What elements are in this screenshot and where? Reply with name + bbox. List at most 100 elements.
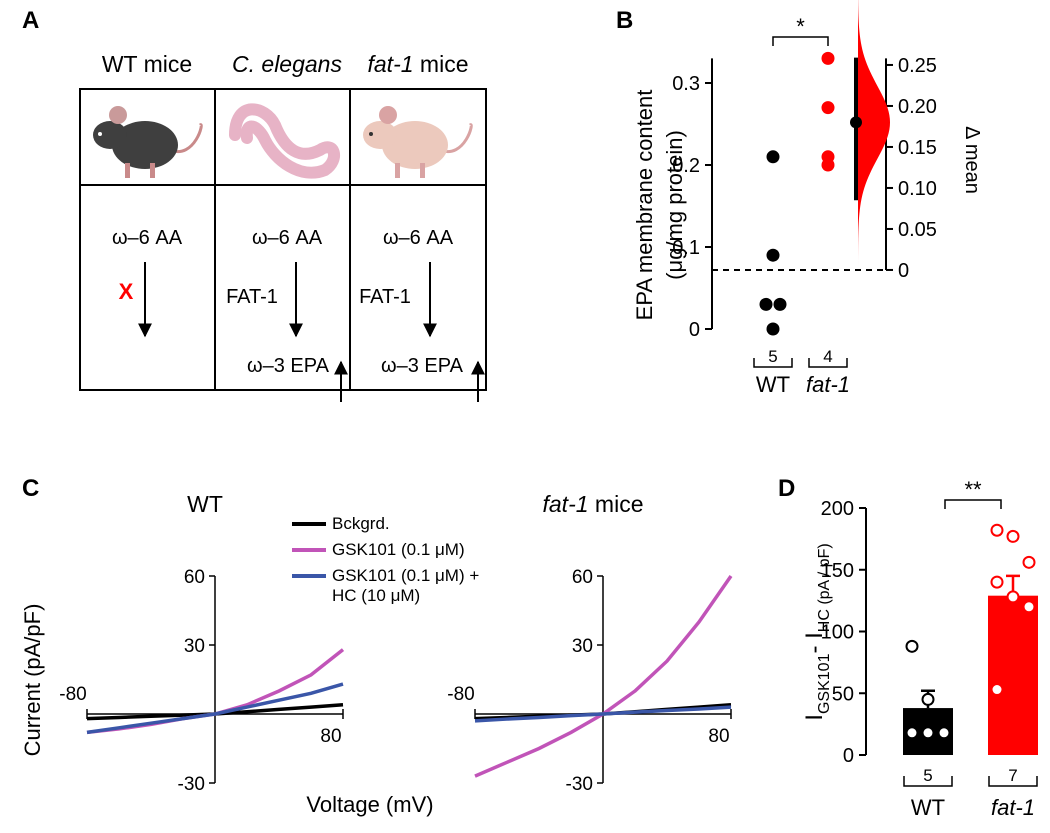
panel-title-part: fat-1 bbox=[543, 491, 589, 517]
column-header-suffix: mice bbox=[414, 51, 469, 77]
panel-label: A bbox=[22, 7, 39, 34]
panel-title: fat-1 mice bbox=[543, 491, 644, 517]
legend-label: Bckgrd. bbox=[332, 514, 390, 533]
significance: * bbox=[796, 14, 805, 39]
legend-label: GSK101 (0.1 μM) + HC (10 μM) bbox=[332, 566, 480, 605]
y-axis-label-part: I bbox=[801, 714, 828, 721]
group-bracket bbox=[753, 358, 793, 368]
enzyme: FAT-1 bbox=[359, 286, 411, 308]
y-axis-label-part: (pA / pF) bbox=[816, 543, 833, 609]
y-axis-label-part: HC bbox=[816, 609, 833, 632]
data-point bbox=[1006, 590, 1020, 604]
y2-tick-label: 0.15 bbox=[898, 137, 937, 159]
column-header: fat-1 mice bbox=[368, 51, 469, 77]
data-point bbox=[1006, 529, 1020, 543]
legend-swatch bbox=[292, 522, 326, 526]
group-label: WT bbox=[756, 372, 790, 397]
data-point bbox=[1022, 555, 1036, 569]
column-header: C. elegans bbox=[232, 51, 342, 77]
legend-entry: Bckgrd. bbox=[292, 514, 504, 534]
legend-entry: GSK101 (0.1 μM) bbox=[292, 540, 504, 560]
x-tick-label: -80 bbox=[59, 684, 86, 705]
y-tick-label: 200 bbox=[821, 498, 854, 520]
significance-bracket bbox=[944, 499, 1002, 509]
panel-label: D bbox=[778, 475, 795, 502]
iv-curve bbox=[86, 682, 344, 735]
y-tick-label: 60 bbox=[184, 567, 205, 588]
data-point bbox=[1022, 600, 1036, 614]
y2-axis-label: Δ mean bbox=[961, 126, 983, 194]
panel-title-part: WT bbox=[187, 491, 223, 517]
x-tick-label: 80 bbox=[708, 726, 729, 747]
y2-tick-label: 0.20 bbox=[898, 96, 937, 118]
legend-label: GSK101 (0.1 μM) bbox=[332, 540, 465, 559]
table-frame bbox=[79, 88, 487, 391]
panel-title-part: mice bbox=[589, 491, 644, 517]
legend-swatch bbox=[292, 574, 326, 578]
data-point bbox=[905, 639, 919, 653]
worm-icon bbox=[229, 103, 340, 179]
legend-swatch bbox=[292, 548, 326, 552]
data-point bbox=[759, 297, 773, 311]
pathway-diagram: WT mice C. elegans fat-1 mice ω–6 AA ω–6… bbox=[79, 51, 487, 402]
data-point bbox=[766, 248, 780, 262]
y-axis-label-part: - I bbox=[801, 632, 828, 653]
y-tick-label: 100 bbox=[821, 622, 854, 644]
group-label: fat-1 bbox=[991, 795, 1035, 820]
group-label: fat-1 bbox=[806, 372, 850, 397]
data-point bbox=[990, 575, 1004, 589]
group-bracket bbox=[808, 358, 848, 368]
y-axis-label: IGSK101- IHC (pA / pF) bbox=[801, 543, 833, 720]
data-point bbox=[821, 51, 835, 65]
enzyme: FAT-1 bbox=[226, 286, 278, 308]
group-n: 5 bbox=[768, 347, 777, 366]
panel-title: WT bbox=[187, 491, 223, 517]
bootstrap-distribution bbox=[858, 0, 890, 268]
significance: ** bbox=[964, 477, 982, 502]
column-header: WT mice bbox=[102, 51, 192, 77]
data-point bbox=[905, 726, 919, 740]
data-point bbox=[773, 297, 787, 311]
y-axis-label-part: GSK101 bbox=[816, 653, 833, 714]
group-n: 4 bbox=[823, 347, 832, 366]
panel-label: C bbox=[22, 475, 39, 502]
data-point bbox=[921, 726, 935, 740]
y-tick-label: 0 bbox=[843, 745, 854, 767]
column-header-italic: fat-1 bbox=[368, 51, 414, 77]
substrate: ω–6 AA bbox=[252, 227, 323, 249]
group-bracket bbox=[903, 776, 953, 787]
significance-bracket bbox=[772, 36, 829, 46]
data-point bbox=[990, 523, 1004, 537]
y-tick-label: 0 bbox=[689, 319, 700, 341]
group-bracket bbox=[988, 776, 1038, 787]
x-axis-label: Voltage (mV) bbox=[306, 792, 433, 817]
y-tick-label: -30 bbox=[566, 774, 593, 795]
y2-tick-label: 0.05 bbox=[898, 219, 937, 241]
fat1-mouse-icon bbox=[363, 106, 473, 178]
y-tick-label: 0.1 bbox=[672, 237, 700, 259]
y-tick-label: 150 bbox=[821, 560, 854, 582]
data-point bbox=[990, 683, 1004, 697]
y-tick-label: 30 bbox=[184, 636, 205, 657]
x-tick-label: -80 bbox=[447, 684, 474, 705]
blocked-mark: X bbox=[119, 279, 134, 304]
y-tick-label: -30 bbox=[178, 774, 205, 795]
data-point bbox=[921, 692, 935, 706]
y-tick-label: 30 bbox=[572, 636, 593, 657]
x-tick-label: 80 bbox=[320, 726, 341, 747]
y-tick-label: 0.3 bbox=[672, 73, 700, 95]
panel-label: B bbox=[616, 7, 633, 34]
wt-mouse-icon bbox=[93, 106, 203, 178]
y-axis-label: (μg/mg protein) bbox=[662, 130, 687, 280]
legend-entry: GSK101 (0.1 μM) + HC (10 μM) bbox=[292, 566, 504, 606]
group-n: 5 bbox=[923, 766, 932, 785]
product: ω–3 EPA bbox=[381, 355, 464, 377]
data-point bbox=[766, 322, 780, 336]
y2-tick-label: 0.10 bbox=[898, 178, 937, 200]
group-label: WT bbox=[911, 795, 945, 820]
data-point bbox=[821, 158, 835, 172]
iv-curve bbox=[474, 705, 732, 723]
y2-tick-label: 0 bbox=[898, 260, 909, 282]
y2-tick-label: 0.25 bbox=[898, 55, 937, 77]
